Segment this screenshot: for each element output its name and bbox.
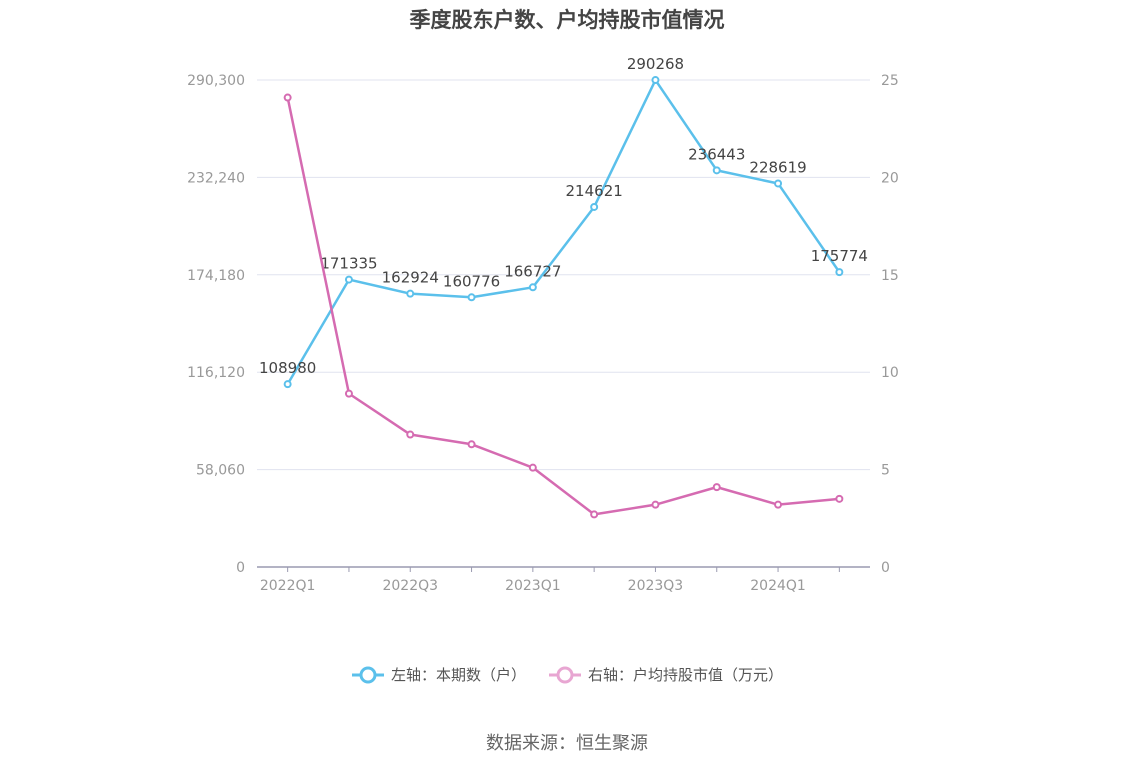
data-label: 160776 [443, 272, 500, 290]
data-point-holders [651, 76, 660, 85]
legend-item-left[interactable]: 左轴：本期数（户） [351, 664, 526, 685]
data-label: 214621 [566, 182, 623, 200]
right-axis-tick-label: 20 [881, 170, 899, 186]
data-label: 162924 [382, 269, 439, 287]
data-point-holders [467, 293, 476, 302]
data-point-holders [528, 283, 537, 292]
data-label: 171335 [320, 255, 377, 273]
data-point-avg-value [344, 389, 353, 398]
left-axis-tick-label: 0 [236, 560, 245, 576]
data-point-avg-value [651, 500, 660, 509]
data-point-avg-value [712, 483, 721, 492]
series-line-avg-value [286, 97, 840, 516]
data-point-holders [406, 289, 415, 298]
left-axis-tick-label: 174,180 [187, 268, 245, 284]
left-axis-tick-label: 290,300 [187, 73, 245, 89]
data-label: 166727 [504, 262, 561, 280]
right-axis-tick-label: 5 [881, 463, 890, 479]
data-label: 236443 [688, 145, 745, 163]
data-point-avg-value [406, 430, 415, 439]
legend: 左轴：本期数（户） 右轴：户均持股市值（万元） [0, 664, 1134, 685]
data-point-holders [283, 380, 292, 389]
legend-right-label: 右轴：户均持股市值（万元） [588, 666, 784, 684]
data-label: 228619 [749, 158, 806, 176]
x-axis-tick-label: 2022Q3 [382, 578, 438, 594]
data-label: 290268 [627, 55, 684, 73]
right-axis-tick-label: 0 [881, 560, 890, 576]
data-label: 108980 [259, 359, 316, 377]
data-point-avg-value [528, 463, 537, 472]
data-point-holders [835, 268, 844, 277]
data-point-avg-value [835, 494, 844, 503]
right-axis-tick-label: 15 [881, 268, 899, 284]
legend-left-label: 左轴：本期数（户） [390, 666, 526, 684]
right-axis-tick-label: 25 [881, 73, 899, 89]
left-axis-tick-label: 116,120 [187, 365, 245, 381]
data-point-avg-value [590, 510, 599, 519]
x-axis-tick-label: 2022Q1 [260, 578, 316, 594]
data-point-holders [590, 202, 599, 211]
x-axis-tick-label: 2023Q1 [505, 578, 561, 594]
x-axis-tick-label: 2023Q3 [628, 578, 684, 594]
chart-title: 季度股东户数、户均持股市值情况 [409, 8, 725, 32]
data-source: 数据来源：恒生聚源 [486, 733, 648, 754]
data-point-avg-value [774, 500, 783, 509]
left-axis-tick-label: 232,240 [187, 170, 245, 186]
right-axis-tick-label: 10 [881, 365, 899, 381]
legend-left-marker [351, 666, 384, 683]
data-label: 175774 [811, 247, 868, 265]
data-point-avg-value [467, 440, 476, 449]
data-point-avg-value [283, 93, 292, 102]
left-axis-tick-label: 58,060 [196, 463, 245, 479]
chart-canvas: 0 0 58,060 5 116,120 10 174,180 15 232,240 20 290,… [187, 55, 899, 594]
x-axis-tick-label: 2024Q1 [750, 578, 806, 594]
legend-right-marker [549, 666, 581, 683]
data-point-holders [774, 179, 783, 188]
data-point-holders [712, 166, 721, 175]
legend-item-right[interactable]: 右轴：户均持股市值（万元） [548, 664, 783, 685]
series-line-holders [286, 78, 841, 385]
data-point-holders [344, 275, 353, 284]
